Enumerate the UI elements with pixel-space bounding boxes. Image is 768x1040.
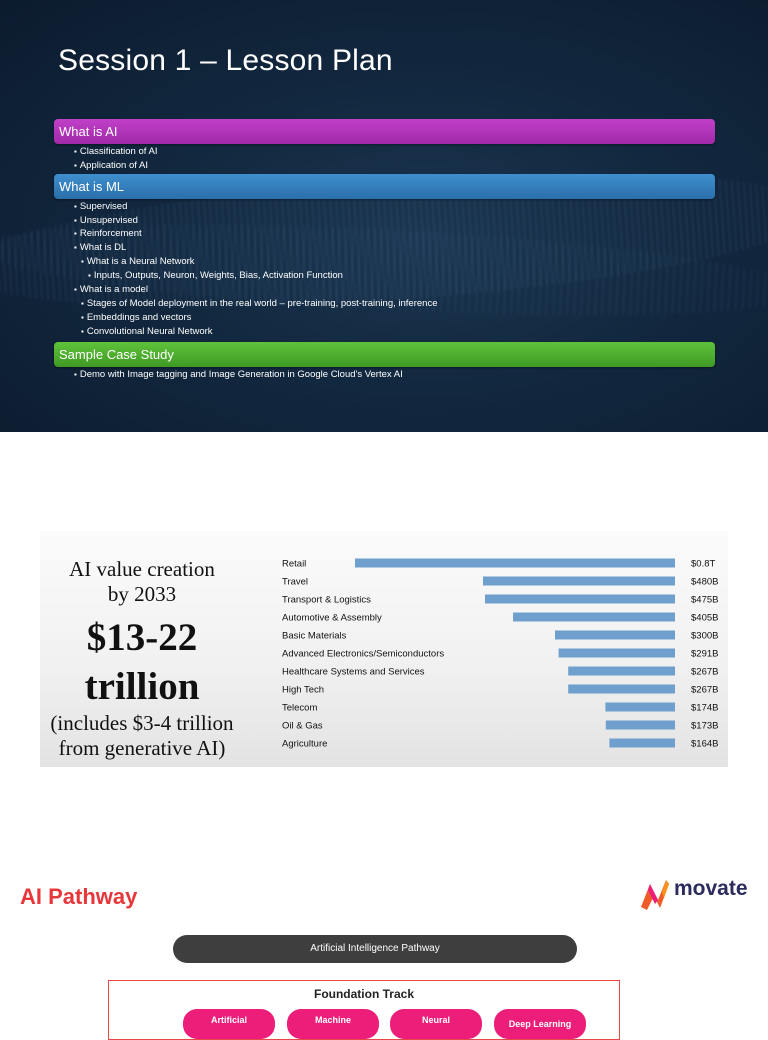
bullet-item: Unsupervised [74, 215, 138, 226]
category-label: Oil & Gas [282, 721, 323, 732]
movate-logo: movate [638, 874, 748, 914]
value-bar [355, 558, 675, 568]
track-item-artificial[interactable]: Artificial [183, 1009, 275, 1039]
headline-amount: $13-22 [86, 616, 198, 659]
value-bar [513, 612, 675, 622]
headline-line: by 2033 [107, 582, 177, 606]
section-bar-what-is-ai: What is AI [54, 119, 715, 144]
bullet-item: What is a Neural Network [81, 256, 195, 267]
bullet-item: Stages of Model deployment in the real w… [81, 298, 438, 309]
bullet-item: What is a model [74, 284, 148, 295]
value-bar [558, 648, 675, 658]
value-bar [568, 666, 675, 676]
category-label: Telecom [282, 703, 317, 714]
bullet-item: Embeddings and vectors [81, 312, 192, 323]
track-title: Foundation Track [313, 987, 414, 1001]
bullet-item: Classification of AI [74, 146, 158, 157]
category-label: Retail [282, 559, 306, 570]
category-label: Travel [282, 577, 308, 588]
bullet-item: Inputs, Outputs, Neuron, Weights, Bias, … [88, 270, 343, 281]
value-bar [605, 720, 675, 730]
value-label: $291B [691, 649, 718, 660]
category-label: High Tech [282, 685, 324, 696]
headline-note: from generative AI) [58, 736, 226, 760]
logo-wordmark: movate [674, 877, 748, 900]
track-item-deep-learning[interactable]: Deep Learning [494, 1009, 586, 1039]
industry-value-bar-chart: Retail $0.8T Travel $480B Transport & Logist… [282, 558, 718, 750]
value-bar [555, 630, 675, 640]
section-bar-sample-case-study: Sample Case Study [54, 342, 715, 367]
headline-line: AI value creation [69, 557, 215, 581]
headline-note: (includes $3-4 trillion [50, 711, 234, 735]
pathway-label-pill: Artificial Intelligence Pathway [173, 935, 577, 963]
bullet-item: Demo with Image tagging and Image Genera… [74, 369, 403, 380]
category-label: Basic Materials [282, 631, 347, 642]
value-label: $405B [691, 613, 718, 624]
value-bar [609, 738, 675, 748]
category-label: Automotive & Assembly [282, 613, 382, 624]
category-label: Agriculture [282, 739, 327, 750]
value-label: $174B [691, 703, 718, 714]
ai-pathway-slide: AI Pathway movate Artificial Intelligenc… [0, 860, 768, 1040]
value-label: $267B [691, 667, 718, 678]
category-label: Transport & Logistics [282, 595, 371, 606]
pathway-title: AI Pathway [20, 884, 138, 909]
value-headline-block: AI value creation by 2033 $13-22 trillio… [40, 557, 254, 761]
foundation-track-box: Foundation Track Artificial Machine Neur… [108, 980, 620, 1040]
category-label: Advanced Electronics/Semiconductors [282, 649, 444, 660]
value-bar [605, 702, 675, 712]
track-item-neural[interactable]: Neural [390, 1009, 482, 1039]
value-label: $267B [691, 685, 718, 696]
value-label: $475B [691, 595, 718, 606]
track-item-machine[interactable]: Machine [287, 1009, 379, 1039]
value-label: $0.8T [691, 559, 715, 570]
category-label: Healthcare Systems and Services [282, 667, 425, 678]
bullet-item: Convolutional Neural Network [81, 326, 213, 337]
value-label: $480B [691, 577, 718, 588]
ai-value-creation-slide: AI value creation by 2033 $13-22 trillio… [40, 531, 728, 767]
headline-amount-unit: trillion [84, 665, 200, 708]
bullet-item: Supervised [74, 201, 128, 212]
value-label: $173B [691, 721, 718, 732]
value-bar [568, 684, 675, 694]
slide-title: Session 1 – Lesson Plan [58, 44, 393, 77]
value-label: $164B [691, 739, 718, 750]
bullet-item: Reinforcement [74, 228, 142, 239]
value-bar [483, 576, 675, 586]
bullet-item: Application of AI [74, 160, 148, 171]
value-label: $300B [691, 631, 718, 642]
lesson-plan-slide: Session 1 – Lesson Plan What is AI Class… [0, 0, 768, 432]
value-bar [485, 594, 675, 604]
movate-logo-icon [641, 880, 669, 910]
bullet-item: What is DL [74, 242, 126, 253]
section-bar-what-is-ml: What is ML [54, 174, 715, 199]
